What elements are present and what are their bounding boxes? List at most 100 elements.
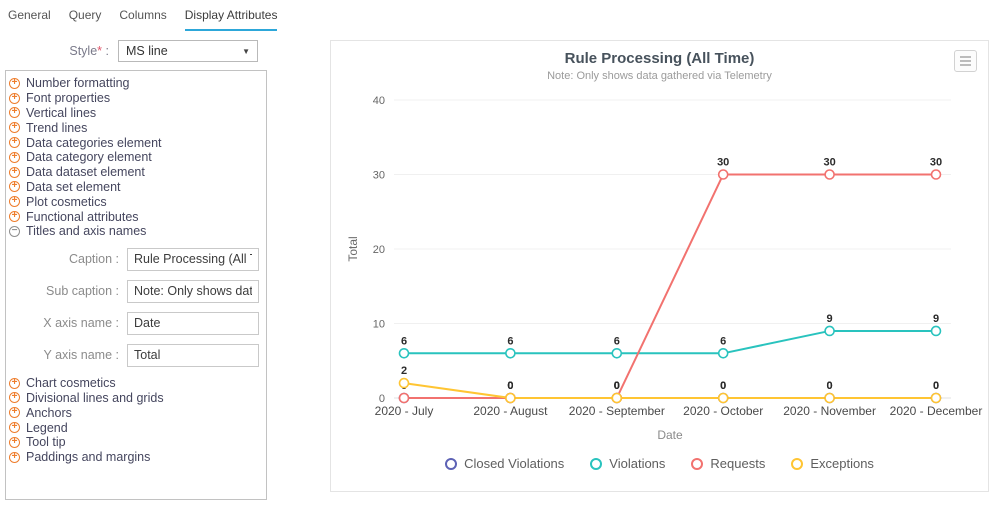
legend-swatch-icon — [791, 457, 804, 470]
svg-text:40: 40 — [373, 95, 385, 107]
tree-item-functional-attributes[interactable]: + Functional attributes — [9, 209, 264, 224]
tree-item-label: Titles and axis names — [26, 224, 147, 239]
tree-item-data-category-element[interactable]: + Data category element — [9, 150, 264, 165]
svg-text:30: 30 — [823, 157, 835, 169]
expand-icon[interactable]: + — [9, 166, 20, 178]
tab-columns[interactable]: Columns — [119, 8, 167, 22]
expand-icon[interactable]: + — [9, 451, 20, 463]
svg-text:6: 6 — [720, 335, 726, 347]
style-select-value: MS line — [126, 44, 168, 58]
svg-text:0: 0 — [720, 380, 726, 392]
svg-text:2020 - November: 2020 - November — [783, 404, 876, 418]
expand-icon[interactable]: + — [9, 407, 20, 419]
tree-item-data-dataset-element[interactable]: + Data dataset element — [9, 165, 264, 180]
caption-input[interactable] — [127, 247, 259, 271]
expand-icon[interactable]: + — [9, 107, 20, 119]
tree-item-chart-cosmetics[interactable]: + Chart cosmetics — [9, 376, 264, 391]
tree-item-label: Paddings and margins — [26, 450, 151, 465]
chart-legend: Closed Violations Violations Requests Excep… — [331, 456, 988, 471]
svg-text:10: 10 — [373, 319, 385, 331]
tree-item-label: Vertical lines — [26, 105, 97, 120]
tree-item-label: Tool tip — [26, 435, 66, 450]
legend-item-exceptions[interactable]: Exceptions — [791, 456, 874, 471]
svg-text:2: 2 — [401, 365, 407, 377]
legend-item-violations[interactable]: Violations — [590, 456, 665, 471]
hamburger-menu-icon[interactable] — [954, 50, 977, 72]
chart-subtitle: Note: Only shows data gathered via Telem… — [547, 70, 772, 82]
expand-icon[interactable]: + — [9, 422, 20, 434]
tree-item-trend-lines[interactable]: + Trend lines — [9, 120, 264, 135]
sub-caption-label: Sub caption : — [46, 284, 119, 299]
legend-item-requests[interactable]: Requests — [691, 456, 765, 471]
expand-icon[interactable]: + — [9, 392, 20, 404]
tree-item-label: Anchors — [26, 405, 72, 420]
expand-icon[interactable]: + — [9, 181, 20, 193]
sub-caption-input[interactable] — [127, 279, 259, 303]
collapse-icon[interactable]: − — [9, 225, 20, 237]
expand-icon[interactable]: + — [9, 77, 20, 89]
tree-item-paddings-and-margins[interactable]: + Paddings and margins — [9, 450, 264, 465]
expand-icon[interactable]: + — [9, 377, 20, 389]
sub-caption-row: Sub caption : — [9, 279, 264, 303]
legend-label: Violations — [609, 456, 666, 471]
tree-item-vertical-lines[interactable]: + Vertical lines — [9, 106, 264, 121]
chart-title: Rule Processing (All Time) — [564, 50, 755, 67]
expand-icon[interactable]: + — [9, 151, 20, 163]
tree-item-divisional-lines-and-grids[interactable]: + Divisional lines and grids — [9, 391, 264, 406]
svg-text:0: 0 — [614, 380, 620, 392]
chart-panel: Rule Processing (All Time) Note: Only sh… — [330, 40, 989, 492]
tree-item-label: Legend — [26, 420, 68, 435]
legend-item-closed-violations[interactable]: Closed Violations — [445, 456, 564, 471]
expand-icon[interactable]: + — [9, 137, 20, 149]
y-axis-name-input[interactable] — [127, 343, 259, 367]
y-axis-name-label: Y axis name : — [43, 348, 119, 363]
svg-text:0: 0 — [507, 380, 513, 392]
expand-icon[interactable]: + — [9, 196, 20, 208]
tree-item-data-set-element[interactable]: + Data set element — [9, 180, 264, 195]
svg-text:2020 - October: 2020 - October — [683, 404, 763, 418]
tree-item-label: Trend lines — [26, 120, 88, 135]
tab-display-attributes[interactable]: Display Attributes — [184, 8, 278, 31]
svg-text:0: 0 — [827, 380, 833, 392]
expand-icon[interactable]: + — [9, 211, 20, 223]
legend-label: Closed Violations — [464, 456, 565, 471]
tree-item-number-formatting[interactable]: + Number formatting — [9, 76, 264, 91]
svg-text:9: 9 — [827, 313, 833, 325]
x-axis-title: Date — [657, 428, 683, 442]
tree-item-legend[interactable]: + Legend — [9, 420, 264, 435]
titles-fields: Caption : Sub caption : X axis name : Y … — [9, 247, 264, 367]
style-select[interactable]: MS line ▼ — [118, 40, 258, 62]
caption-row: Caption : — [9, 247, 264, 271]
legend-swatch-icon — [590, 457, 603, 470]
svg-text:2020 - September: 2020 - September — [569, 404, 665, 418]
tree-top-items: + Number formatting + Font properties + Verti… — [9, 76, 264, 224]
tree-item-label: Chart cosmetics — [26, 376, 116, 391]
tree-item-titles-and-axis-names[interactable]: − Titles and axis names — [9, 224, 264, 239]
tree-item-plot-cosmetics[interactable]: + Plot cosmetics — [9, 194, 264, 209]
tree-item-label: Font properties — [26, 91, 111, 106]
attributes-tree: + Number formatting + Font properties + Verti… — [5, 70, 267, 500]
expand-icon[interactable]: + — [9, 436, 20, 448]
svg-text:2020 - July: 2020 - July — [375, 404, 434, 418]
svg-text:20: 20 — [373, 244, 385, 256]
svg-text:0: 0 — [614, 380, 620, 392]
caption-label: Caption : — [68, 252, 119, 267]
legend-swatch-icon — [691, 457, 704, 470]
chevron-down-icon: ▼ — [242, 46, 250, 56]
tab-general[interactable]: General — [8, 8, 51, 22]
svg-text:0: 0 — [379, 393, 385, 405]
x-axis-name-input[interactable] — [127, 311, 259, 335]
tree-item-label: Number formatting — [26, 76, 130, 91]
tree-item-anchors[interactable]: + Anchors — [9, 405, 264, 420]
tree-item-data-categories-element[interactable]: + Data categories element — [9, 135, 264, 150]
tab-query[interactable]: Query — [68, 8, 102, 22]
svg-text:30: 30 — [717, 157, 729, 169]
tree-item-font-properties[interactable]: + Font properties — [9, 91, 264, 106]
tree-item-label: Data categories element — [26, 135, 162, 150]
expand-icon[interactable]: + — [9, 92, 20, 104]
expand-icon[interactable]: + — [9, 122, 20, 134]
tree-item-tool-tip[interactable]: + Tool tip — [9, 435, 264, 450]
tree-item-label: Plot cosmetics — [26, 194, 107, 209]
